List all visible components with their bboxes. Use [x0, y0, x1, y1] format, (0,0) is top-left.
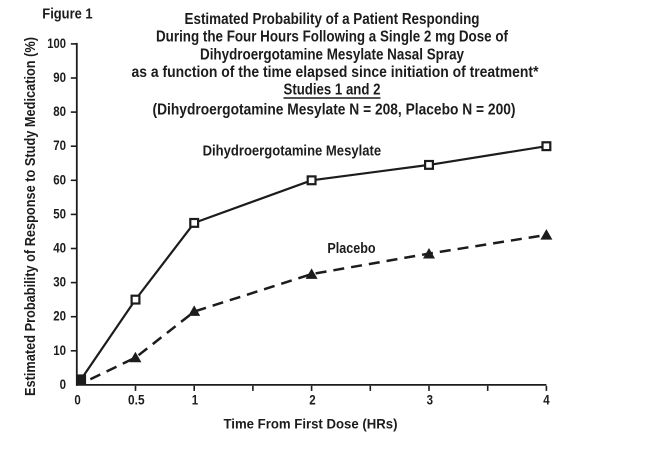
svg-text:40: 40 — [53, 240, 66, 256]
svg-text:80: 80 — [53, 103, 66, 119]
svg-text:90: 90 — [53, 69, 66, 85]
svg-text:During the Four Hours Followin: During the Four Hours Following a Single… — [156, 29, 509, 46]
svg-text:Placebo: Placebo — [327, 240, 375, 257]
svg-text:Estimated Probability of Respo: Estimated Probability of Response to Stu… — [22, 37, 39, 396]
svg-text:0.5: 0.5 — [128, 392, 145, 408]
svg-text:3: 3 — [427, 392, 434, 408]
svg-text:2: 2 — [309, 392, 316, 408]
svg-text:70: 70 — [53, 137, 66, 153]
svg-text:30: 30 — [53, 274, 66, 290]
svg-text:100: 100 — [47, 35, 66, 51]
svg-text:Dihydroergotamine Mesylate Nas: Dihydroergotamine Mesylate Nasal Spray — [200, 46, 464, 63]
svg-text:as a function of the time elap: as a function of the time elapsed since … — [132, 64, 540, 81]
svg-text:Studies 1 and 2: Studies 1 and 2 — [284, 81, 381, 98]
svg-text:4: 4 — [543, 392, 550, 408]
svg-text:Time From First Dose (HRs): Time From First Dose (HRs) — [224, 416, 398, 432]
svg-text:(Dihydroergotamine Mesylate N: (Dihydroergotamine Mesylate N = 208, Pla… — [153, 101, 516, 118]
svg-text:20: 20 — [53, 308, 66, 324]
svg-text:Estimated Probability of a Pat: Estimated Probability of a Patient Respo… — [185, 11, 480, 28]
svg-text:0: 0 — [74, 392, 81, 408]
svg-text:50: 50 — [53, 205, 66, 221]
svg-text:Dihydroergotamine Mesylate: Dihydroergotamine Mesylate — [203, 142, 382, 159]
svg-text:60: 60 — [53, 171, 66, 187]
svg-text:10: 10 — [53, 342, 66, 358]
svg-text:Figure 1: Figure 1 — [42, 5, 92, 22]
svg-text:0: 0 — [60, 376, 67, 392]
svg-text:1: 1 — [192, 392, 199, 408]
